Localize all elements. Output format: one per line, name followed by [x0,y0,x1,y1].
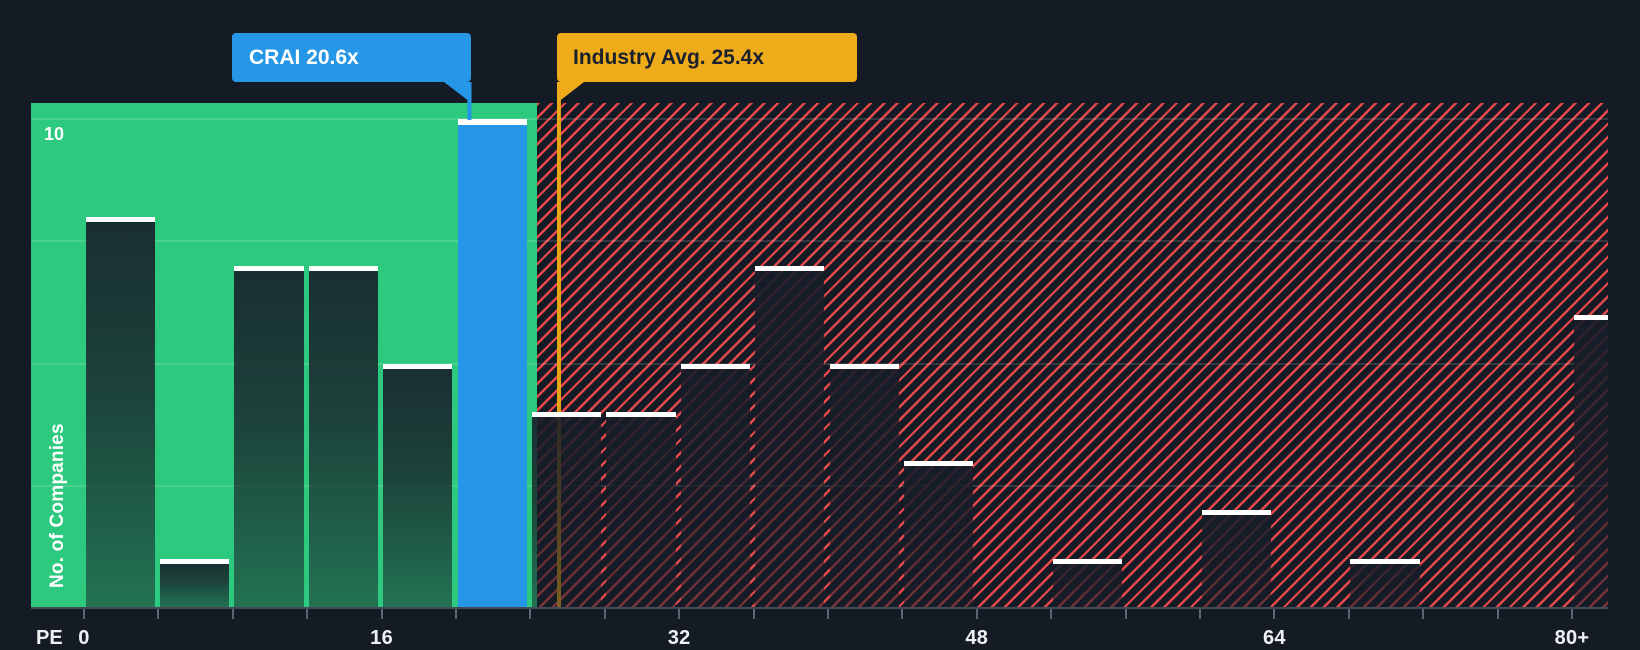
histogram-bar[interactable] [531,412,602,608]
bar-top-marker [457,119,527,125]
gridline [31,240,1608,243]
x-tick [1347,609,1350,619]
histogram-bar[interactable] [755,265,825,608]
company-histogram-bar[interactable] [457,119,527,608]
x-tick [231,609,234,619]
histogram-bar[interactable] [383,363,453,608]
bar-top-marker [1201,510,1271,516]
histogram-bar[interactable] [308,265,379,608]
bar-top-marker [531,412,602,418]
x-tick [1571,609,1573,619]
x-tick [1422,609,1425,619]
x-tick-label: 64 [1262,627,1286,649]
industry-average-callout: Industry Avg. 25.4x [557,33,857,82]
x-tick [529,609,532,619]
above-average-zone-hatched [537,103,1608,608]
histogram-bar[interactable] [606,412,676,608]
histogram-bar[interactable] [1350,559,1420,608]
histogram-bar[interactable] [1201,510,1271,608]
x-tick [455,609,457,619]
gridline [31,118,1608,120]
histogram-bar[interactable] [234,265,304,608]
bar-top-marker [234,265,304,271]
x-tick [306,609,309,619]
histogram-bar[interactable] [1052,559,1123,608]
histogram-bar[interactable] [159,559,230,608]
x-tick [678,609,681,619]
x-tick [1273,609,1276,619]
histogram-bar[interactable] [680,363,751,608]
x-tick [1124,609,1127,619]
x-tick [901,609,904,619]
x-tick [1050,609,1053,619]
x-tick-label: 48 [965,627,989,649]
y-max-tick-label: 10 [44,124,65,144]
bar-top-marker [383,363,453,369]
industry-average-line [556,117,561,608]
x-tick-label: 16 [370,627,394,649]
x-tick [380,609,383,619]
y-axis-title: No. of Companies [47,423,68,588]
histogram-bar[interactable] [829,363,899,608]
histogram-bar[interactable] [85,216,155,608]
bar-top-marker [1350,559,1420,565]
bar-top-marker [680,363,751,369]
bar-top-marker [903,461,974,467]
x-axis-title: PE [36,627,63,649]
x-tick-label: 80+ [1554,627,1590,649]
bar-top-marker [1573,314,1608,320]
bar-top-marker [829,363,899,369]
x-tick [83,609,85,619]
bar-top-marker [755,265,825,271]
histogram-bar[interactable] [903,461,974,608]
bar-top-marker [308,265,379,271]
x-tick-label: 0 [78,627,90,649]
x-tick [1496,609,1499,619]
x-tick [975,609,978,619]
x-tick [827,609,829,619]
bar-top-marker [159,559,230,565]
bar-top-marker [1052,559,1123,565]
x-tick [157,609,160,619]
x-tick-label: 32 [667,627,691,649]
histogram-bar[interactable] [1573,314,1608,608]
x-tick [603,609,606,619]
x-tick [752,609,755,619]
bar-top-marker [85,216,155,222]
bar-top-marker [606,412,676,418]
company-pe-callout: CRAI 20.6x [232,33,471,82]
x-tick [1199,609,1201,619]
x-axis-baseline [31,607,1608,609]
